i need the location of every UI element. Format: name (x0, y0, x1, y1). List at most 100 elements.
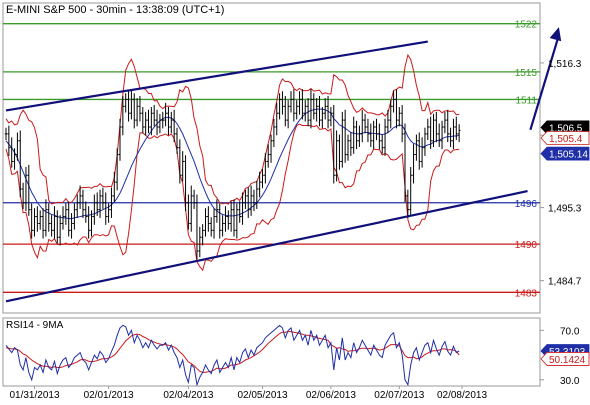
price-bar (275, 102, 279, 136)
price-bar (118, 118, 122, 161)
price-bar (452, 118, 455, 150)
price-bar (187, 194, 190, 230)
price-bar (346, 134, 350, 161)
price-tick-label: 1,484.7 (548, 277, 582, 288)
price-bar (380, 134, 384, 154)
forecast-arrow-line (529, 34, 560, 131)
price-bar (21, 182, 25, 209)
price-bar (198, 226, 202, 258)
price-bar (155, 109, 159, 136)
price-bar (400, 104, 404, 143)
price-bar (383, 118, 387, 156)
channel-lower-line (5, 189, 528, 303)
price-plot-frame (2, 2, 541, 314)
channel-upper-line (5, 40, 428, 112)
price-bar (266, 144, 270, 168)
price-bar (446, 109, 450, 143)
price-bar (124, 93, 127, 113)
price-bar (98, 189, 102, 218)
price-bar (378, 123, 381, 150)
price-bar (392, 91, 395, 113)
price-bar (440, 120, 444, 150)
price-bar (417, 132, 421, 170)
price-tick-label: 1,495.3 (548, 204, 582, 215)
price-bar (338, 134, 341, 170)
price-bar (144, 111, 147, 136)
rsi-line (5, 324, 460, 387)
level-label-1483: 1483 (515, 288, 538, 299)
price-bar (113, 171, 116, 203)
price-marker-2: 1,505.14 (540, 146, 590, 161)
price-bar (272, 118, 276, 147)
price-bar (429, 116, 432, 150)
price-bar (152, 104, 156, 127)
x-tick-label: 02/04/2013 (163, 390, 213, 400)
price-bar (244, 189, 247, 209)
price-bar (50, 215, 53, 237)
price-bar (93, 194, 96, 225)
price-bar (44, 199, 48, 237)
forecast-arrow-head (549, 27, 562, 42)
price-bar (84, 201, 88, 223)
price-bar (167, 107, 170, 136)
price-bar (130, 89, 133, 120)
rsi-marker-1-box (540, 352, 590, 366)
price-bar (201, 224, 204, 246)
price-bar (4, 127, 8, 141)
level-label-1515: 1515 (515, 68, 538, 79)
price-bar (406, 189, 410, 218)
price-bar (281, 91, 284, 115)
price-bar (449, 127, 452, 147)
price-bar (301, 89, 304, 120)
price-bar (107, 203, 110, 223)
price-bar (375, 118, 378, 141)
rsi-title: RSI14 - 9MA (6, 320, 64, 331)
price-bar (343, 109, 347, 163)
price-bar (104, 192, 108, 225)
price-bar (415, 134, 418, 161)
price-bar (315, 98, 318, 122)
price-bar (238, 201, 241, 223)
chart-title: E-MINI S&P 500 - 30min - 13:38:09 (UTC+1… (6, 4, 224, 16)
price-bar (56, 210, 59, 244)
price-bar (284, 96, 287, 127)
price-bar (58, 215, 62, 246)
price-bar (70, 213, 73, 239)
lower-band-line (5, 123, 460, 272)
price-bar (403, 123, 407, 203)
price-bar (221, 215, 224, 237)
price-bar (306, 98, 310, 127)
price-bar (309, 89, 313, 129)
price-bar (158, 113, 162, 134)
price-bar (229, 201, 233, 232)
price-bar (207, 206, 210, 232)
price-bar (295, 100, 298, 120)
price-bar (326, 96, 330, 129)
price-bar (332, 104, 336, 184)
price-bar (292, 89, 296, 122)
price-bar (241, 192, 244, 225)
rsi-plot-frame (2, 317, 541, 387)
price-bar (132, 93, 136, 129)
price-marker-0-label: 1,506.5 (549, 123, 583, 134)
price-bar (335, 130, 338, 182)
level-label-1496: 1496 (515, 199, 538, 210)
price-bar (95, 192, 99, 216)
price-bar (75, 194, 79, 218)
price-bar (443, 111, 447, 134)
rsi-marker-1: 50.1424 (540, 352, 590, 366)
price-bar (352, 116, 355, 154)
x-tick-label: 02/07/2013 (374, 390, 424, 400)
price-marker-2-label: 1,505.14 (549, 150, 588, 161)
price-bar (170, 111, 173, 134)
price-bar (101, 187, 105, 209)
price-bar (30, 203, 33, 239)
price-bar (278, 93, 281, 120)
x-tick-label: 01/31/2013 (9, 390, 59, 400)
price-bar (321, 107, 324, 129)
price-bar (249, 185, 253, 216)
price-bar (87, 206, 90, 239)
level-label-1511: 1511 (515, 95, 537, 106)
